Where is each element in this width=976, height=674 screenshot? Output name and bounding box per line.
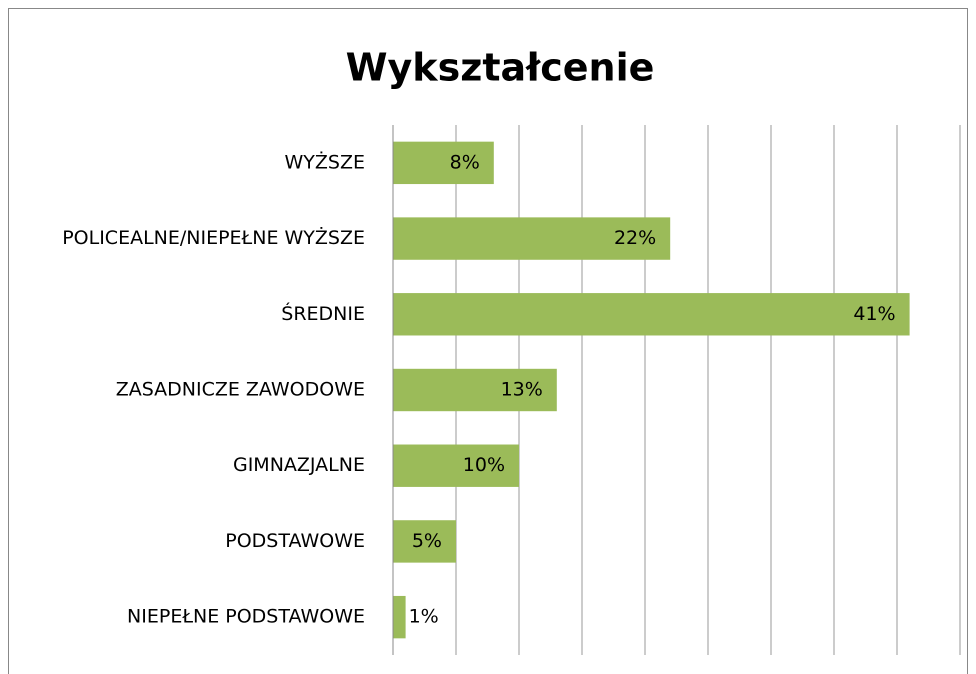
chart-frame [8, 8, 968, 674]
bar [393, 444, 519, 487]
bar [393, 368, 557, 412]
y-tick-label: POLICEALNE/NIEPEŁNE WYŻSZE [62, 226, 365, 249]
data-label: 8% [450, 151, 480, 173]
bar [393, 520, 456, 563]
y-tick-label: NIEPEŁNE PODSTAWOWE [127, 606, 365, 628]
bar [393, 595, 406, 639]
y-tick-label: GIMNAZJALNE [233, 454, 365, 476]
data-label: 13% [501, 379, 543, 401]
y-tick-label: PODSTAWOWE [225, 530, 365, 552]
data-label: 5% [412, 530, 442, 552]
y-tick-label: WYŻSZE [285, 150, 366, 173]
data-label: 41% [853, 303, 895, 325]
bar [393, 141, 494, 185]
chart-title: Wykształcenie [346, 46, 655, 90]
data-label: 22% [614, 227, 656, 249]
data-label: 10% [463, 454, 505, 476]
y-tick-label: ZASADNICZE ZAWODOWE [116, 379, 365, 401]
bar [393, 217, 671, 260]
data-label: 1% [409, 606, 439, 628]
bar [393, 293, 910, 336]
y-tick-label: ŚREDNIE [281, 301, 365, 325]
